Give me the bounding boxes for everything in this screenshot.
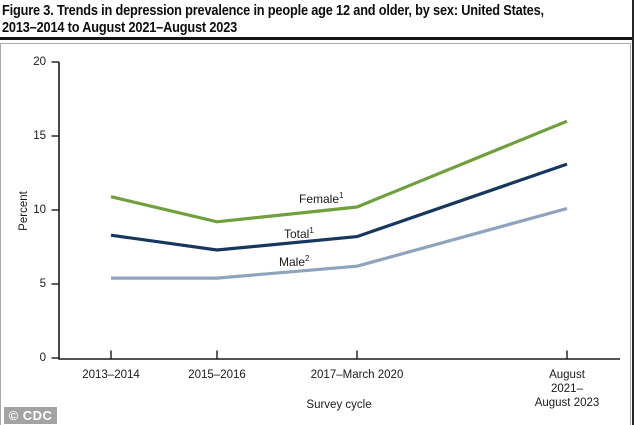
chart-frame <box>0 43 631 425</box>
y-tick-label: 10 <box>33 204 46 216</box>
series-label-total-text: Total <box>284 227 310 241</box>
x-tick-label: 2013–2014 <box>82 369 140 381</box>
screenshot-right-edge <box>632 0 634 425</box>
title-divider-rule <box>0 37 634 40</box>
series-label-male-footnote: 2 <box>305 254 310 263</box>
series-label-male-text: Male <box>279 255 306 269</box>
y-tick-label: 5 <box>39 278 46 290</box>
x-tick-label: 2015–2016 <box>188 369 246 381</box>
series-line-female <box>110 119 568 224</box>
series-label-female-text: Female <box>299 192 340 206</box>
y-axis-title: Percent <box>18 191 30 231</box>
figure-title-line2: 2013–2014 to August 2021–August 2023 <box>2 20 238 36</box>
y-tick-label: 15 <box>33 130 46 142</box>
x-tick-label: August 2021– August 2023 <box>534 369 600 409</box>
figure-title-line1: Figure 3. Trends in depression prevalenc… <box>2 3 544 19</box>
series-label-total-footnote: 1 <box>309 226 314 235</box>
series-label-total: Total1 <box>284 226 314 241</box>
cdc-watermark: © CDC <box>4 407 57 424</box>
series-label-male: Male2 <box>279 254 309 269</box>
y-tick-label: 20 <box>33 56 46 68</box>
series-label-female: Female1 <box>299 191 343 206</box>
series-line-male <box>111 206 568 280</box>
series-line-total <box>110 162 568 252</box>
series-label-female-footnote: 1 <box>339 191 344 200</box>
x-tick-label: 2017–March 2020 <box>310 369 404 381</box>
x-axis-title: Survey cycle <box>306 399 372 411</box>
y-tick-label: 0 <box>39 352 46 364</box>
